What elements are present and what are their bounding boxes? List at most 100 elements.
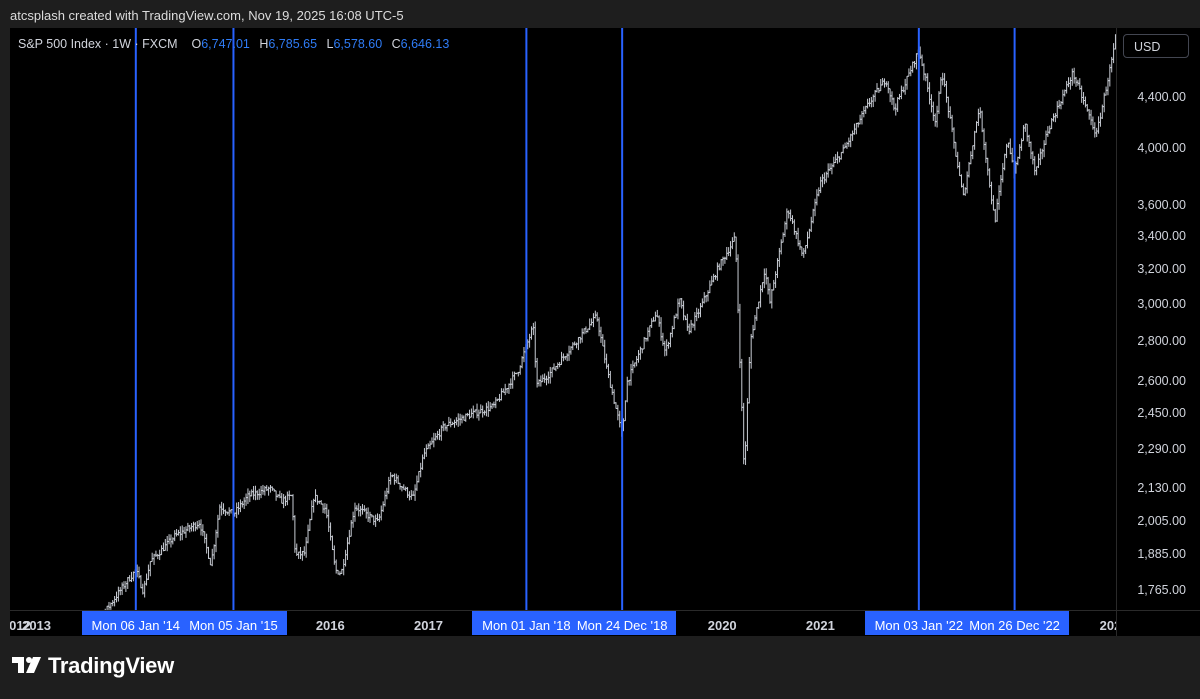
price-tick-label: 4,400.00 [1137,89,1186,104]
ohlc-bar [250,489,253,497]
ohlc-bar [965,171,969,194]
marker-date-label: Mon 05 Jan '15 [189,618,278,633]
marker-date-label: Mon 03 Jan '22 [874,618,964,633]
marker-date-label: Mon 26 Dec '22 [969,618,1060,633]
ohlc-bar [227,507,231,516]
ohlc-bar [830,163,834,175]
ohlc-bar [678,298,682,308]
ohlc-bar [246,488,250,505]
ohlc-bar [359,506,362,517]
ohlc-bar [205,533,208,554]
price-chart[interactable] [10,28,1116,610]
ohlc-bar [838,156,841,163]
ohlc-bar [543,373,546,383]
tradingview-logo-icon [12,657,41,673]
ohlc-bar [774,271,777,288]
ohlc-bar [387,476,390,494]
ohlc-bar [211,548,214,567]
ohlc-bar [772,279,775,291]
ohlc-bar [483,410,486,416]
price-tick-label: 2,290.00 [1137,442,1186,457]
ohlc-bar [156,553,160,560]
ohlc-bar [1057,99,1061,109]
ohlc-bar [500,388,503,401]
ohlc-bar [646,327,650,342]
ohlc-bar [383,490,387,507]
ohlc-bar [1102,92,1106,113]
ohlc-bar [120,582,124,595]
ohlc-bar [393,473,396,485]
ohlc-bar [680,297,683,309]
ohlc-bar [734,236,738,263]
ohlc-bar [239,499,242,513]
ohlc-bar [954,141,958,157]
ohlc-bar [1082,92,1085,105]
ohlc-bar [701,298,704,308]
ohlc-bar [755,307,759,321]
ohlc-bar [922,63,926,81]
ohlc-bar [1076,79,1080,86]
ohlc-bar [703,292,706,304]
chart-pane[interactable]: S&P 500 Index · 1W · FXCM O6,747.01 H6,7… [10,28,1116,610]
ohlc-bar [509,378,513,389]
ohlc-bar [960,174,963,188]
ohlc-bar [207,546,210,559]
ohlc-bar [746,398,749,452]
ohlc-bar [937,91,941,114]
ohlc-bar [280,493,283,504]
price-tick-label: 2,005.00 [1137,513,1186,528]
ohlc-bar [580,328,584,343]
ohlc-bar [396,475,400,485]
ohlc-bar [654,311,657,322]
ohlc-bar [534,321,537,368]
ohlc-bar [706,290,710,302]
ohlc-bar [920,54,924,67]
ohlc-bar [179,526,182,541]
ohlc-bar [485,402,488,417]
ohlc-bar [763,268,766,289]
ohlc-bar [126,577,129,589]
ohlc-bar [855,122,858,135]
ohlc-bar [462,415,466,421]
ohlc-bar [693,312,697,331]
low-value: 6,578.60 [333,37,383,51]
price-tick-label: 2,600.00 [1137,373,1186,388]
currency-button[interactable]: USD [1123,34,1189,58]
ohlc-bar [374,514,377,527]
ohlc-bar [1024,123,1027,132]
ohlc-bar [875,83,879,93]
ohlc-bar [1097,116,1100,134]
ohlc-bar [254,485,257,501]
price-axis[interactable]: USD 1,765.00 1,885.00 2,005.00 2,130.00 2,29… [1116,28,1200,610]
ohlc-bar [719,259,723,271]
ohlc-bar [224,509,227,517]
ohlc-bar [1087,109,1091,120]
ohlc-bar [913,61,916,68]
ohlc-bar [222,503,225,515]
ohlc-bar [815,189,819,206]
ohlc-bar [836,151,839,164]
ohlc-bar [455,417,458,426]
ohlc-bar [642,336,646,350]
ohlc-bar [421,454,424,470]
marker-date-label: Mon 24 Dec '18 [576,618,668,633]
ohlc-bar [194,522,197,532]
ohlc-bar [806,231,809,249]
ohlc-bar [631,360,635,374]
ohlc-bar [304,537,308,558]
ohlc-bar [714,274,717,280]
ohlc-bar [502,388,505,393]
ohlc-bar [389,472,392,485]
ohlc-bar [594,310,597,319]
ohlc-bar [688,323,691,335]
ohlc-bar [438,428,441,441]
ohlc-bar [107,601,111,610]
ohlc-bar [988,168,991,188]
date-tag-background [864,611,1069,635]
ohlc-bar [111,600,114,607]
ohlc-bar [181,525,184,541]
ohlc-bar [286,491,289,506]
ohlc-bar [826,163,830,178]
ohlc-bar [308,518,312,531]
